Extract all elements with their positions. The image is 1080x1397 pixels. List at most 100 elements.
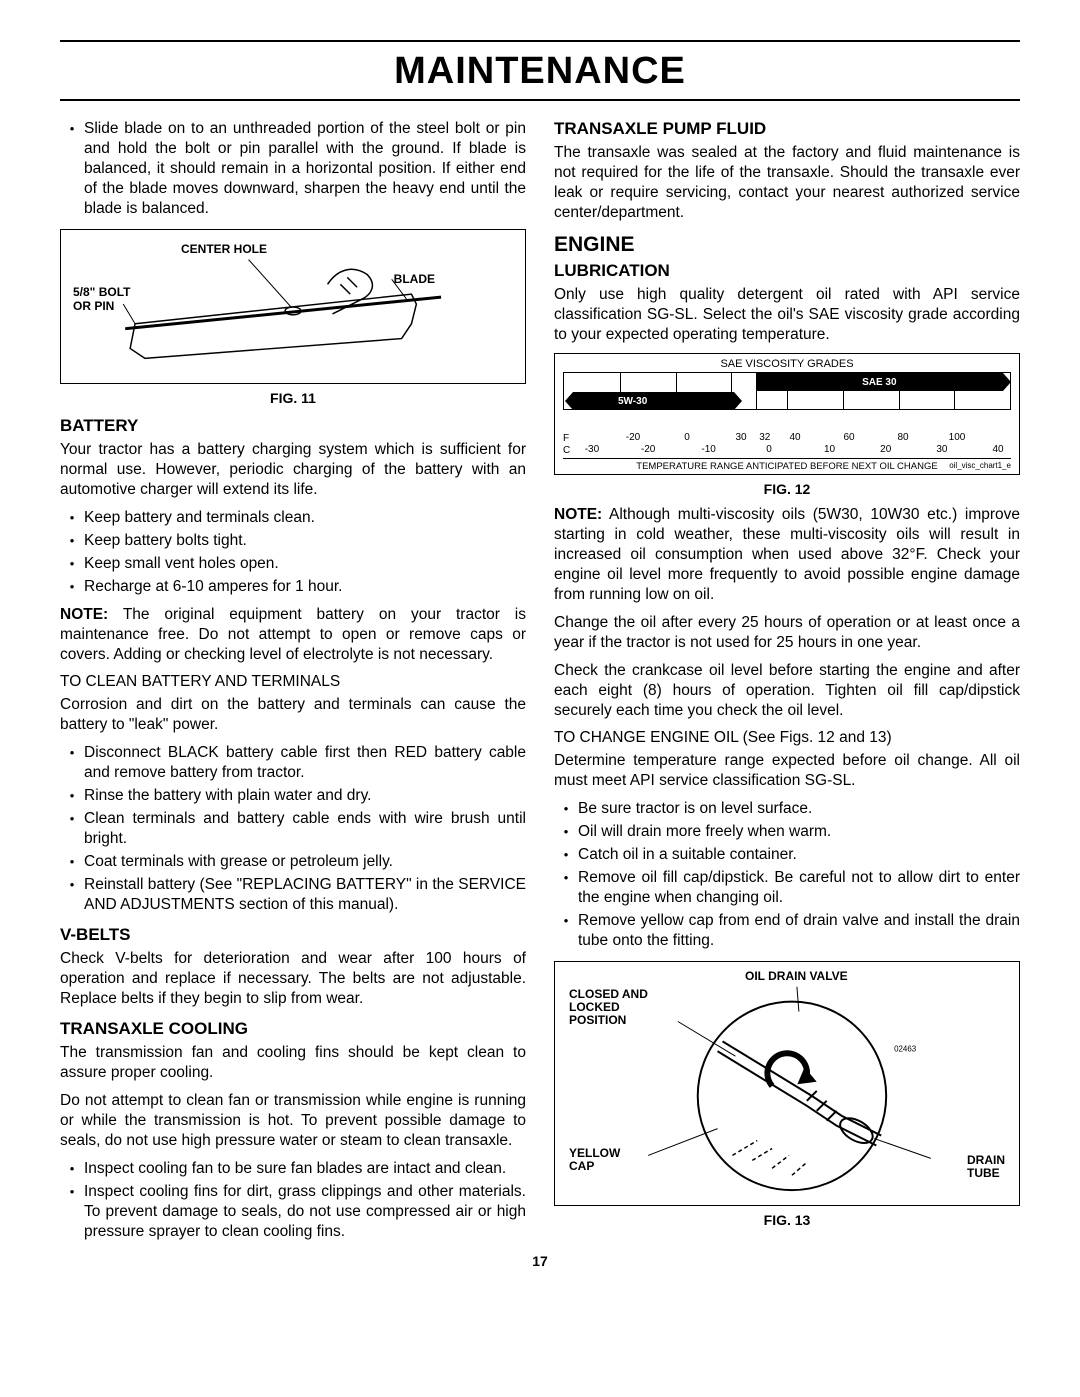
clean-b3: •Clean terminals and battery cable ends … bbox=[60, 809, 526, 849]
visc-footer-text: TEMPERATURE RANGE ANTICIPATED BEFORE NEX… bbox=[636, 461, 937, 472]
tick: 80 bbox=[897, 432, 908, 443]
content-columns: • Slide blade on to an unthreaded portio… bbox=[60, 119, 1020, 1245]
bullet-text: Coat terminals with grease or petroleum … bbox=[84, 852, 526, 872]
battery-intro: Your tractor has a battery charging syst… bbox=[60, 440, 526, 500]
label-tube: DRAIN TUBE bbox=[967, 1154, 1005, 1180]
oil-note: NOTE: Although multi-viscosity oils (5W3… bbox=[554, 505, 1020, 605]
tick: 32 bbox=[759, 432, 770, 443]
viscosity-chart-box: SAE VISCOSITY GRADES SAE 30 5W-30 bbox=[554, 353, 1020, 475]
bar-sae30: SAE 30 bbox=[756, 373, 1003, 391]
bullet-dot-icon: • bbox=[60, 508, 84, 528]
pump-para: The transaxle was sealed at the factory … bbox=[554, 143, 1020, 223]
fig13-caption: FIG. 13 bbox=[554, 1212, 1020, 1228]
tick: 0 bbox=[766, 444, 772, 455]
tick: 0 bbox=[684, 432, 690, 443]
tick: 40 bbox=[789, 432, 800, 443]
tick: 30 bbox=[735, 432, 746, 443]
cooling-b2: •Inspect cooling fins for dirt, grass cl… bbox=[60, 1182, 526, 1242]
tick: 20 bbox=[880, 444, 891, 455]
bullet-text: Oil will drain more freely when warm. bbox=[578, 822, 1020, 842]
visc-footer: TEMPERATURE RANGE ANTICIPATED BEFORE NEX… bbox=[563, 458, 1011, 472]
bullet-text: Clean terminals and battery cable ends w… bbox=[84, 809, 526, 849]
visc-chart: SAE 30 5W-30 bbox=[563, 372, 1011, 432]
oil-b4: •Remove oil fill cap/dipstick. Be carefu… bbox=[554, 868, 1020, 908]
bullet-dot-icon: • bbox=[554, 911, 578, 931]
label-yellow: YELLOW CAP bbox=[569, 1147, 620, 1173]
bullet-blade-balance: • Slide blade on to an unthreaded portio… bbox=[60, 119, 526, 219]
bullet-text: Inspect cooling fan to be sure fan blade… bbox=[84, 1159, 526, 1179]
tick: 40 bbox=[992, 444, 1003, 455]
heading-lubrication: LUBRICATION bbox=[554, 261, 1020, 281]
change-intro: Determine temperature range expected bef… bbox=[554, 751, 1020, 791]
bullet-text: Keep small vent holes open. bbox=[84, 554, 526, 574]
tick: -20 bbox=[626, 432, 640, 443]
scale-vals-f: -20 0 30 32 40 60 80 100 bbox=[579, 432, 1011, 444]
label-center-hole: CENTER HOLE bbox=[181, 242, 267, 256]
battery-note: NOTE: The original equipment battery on … bbox=[60, 605, 526, 665]
left-column: • Slide blade on to an unthreaded portio… bbox=[60, 119, 526, 1245]
label-drain-valve: OIL DRAIN VALVE bbox=[745, 970, 848, 983]
heading-clean-battery: TO CLEAN BATTERY AND TERMINALS bbox=[60, 673, 526, 691]
manual-page: MAINTENANCE • Slide blade on to an unthr… bbox=[60, 40, 1020, 1269]
bullet-dot-icon: • bbox=[554, 822, 578, 842]
battery-b1: •Keep battery and terminals clean. bbox=[60, 508, 526, 528]
bullet-dot-icon: • bbox=[60, 743, 84, 763]
heading-battery: BATTERY bbox=[60, 416, 526, 436]
oil-p1: Change the oil after every 25 hours of o… bbox=[554, 613, 1020, 653]
clean-b5: •Reinstall battery (See "REPLACING BATTE… bbox=[60, 875, 526, 915]
note-label: NOTE: bbox=[554, 506, 602, 523]
bullet-dot-icon: • bbox=[60, 1182, 84, 1202]
note-text: Although multi-viscosity oils (5W30, 10W… bbox=[554, 506, 1020, 603]
clean-b4: •Coat terminals with grease or petroleum… bbox=[60, 852, 526, 872]
bullet-text: Be sure tractor is on level surface. bbox=[578, 799, 1020, 819]
bullet-dot-icon: • bbox=[60, 531, 84, 551]
bullet-text: Remove yellow cap from end of drain valv… bbox=[578, 911, 1020, 951]
bullet-text: Remove oil fill cap/dipstick. Be careful… bbox=[578, 868, 1020, 908]
bullet-dot-icon: • bbox=[60, 554, 84, 574]
fig-num: 02463 bbox=[894, 1044, 917, 1053]
heading-engine: ENGINE bbox=[554, 233, 1020, 257]
scale-f: F -20 0 30 32 40 60 80 100 bbox=[563, 432, 1011, 444]
bullet-dot-icon: • bbox=[60, 852, 84, 872]
bullet-dot-icon: • bbox=[60, 119, 84, 139]
bullet-text: Catch oil in a suitable container. bbox=[578, 845, 1020, 865]
fig11-caption: FIG. 11 bbox=[60, 390, 526, 406]
bullet-text: Keep battery and terminals clean. bbox=[84, 508, 526, 528]
tick: 100 bbox=[949, 432, 966, 443]
figure-13-box: 02463 OIL DRAIN VALVE CLOSED AND LOCKED … bbox=[554, 961, 1020, 1206]
bullet-text: Recharge at 6-10 amperes for 1 hour. bbox=[84, 577, 526, 597]
oil-b3: •Catch oil in a suitable container. bbox=[554, 845, 1020, 865]
note-label: NOTE: bbox=[60, 606, 108, 623]
scale-label-c: C bbox=[563, 445, 579, 456]
tick: 10 bbox=[824, 444, 835, 455]
bullet-text: Inspect cooling fins for dirt, grass cli… bbox=[84, 1182, 526, 1242]
battery-b2: •Keep battery bolts tight. bbox=[60, 531, 526, 551]
bullet-text: Rinse the battery with plain water and d… bbox=[84, 786, 526, 806]
visc-title: SAE VISCOSITY GRADES bbox=[555, 358, 1019, 370]
bar-5w30: 5W-30 bbox=[573, 392, 734, 410]
oil-p2: Check the crankcase oil level before sta… bbox=[554, 661, 1020, 721]
note-text: The original equipment battery on your t… bbox=[60, 606, 526, 663]
lub-para: Only use high quality detergent oil rate… bbox=[554, 285, 1020, 345]
label-bolt: 5/8" BOLT OR PIN bbox=[73, 285, 130, 313]
bullet-dot-icon: • bbox=[60, 1159, 84, 1179]
bullet-dot-icon: • bbox=[554, 845, 578, 865]
heading-vbelts: V-BELTS bbox=[60, 925, 526, 945]
bar-label: 5W-30 bbox=[618, 396, 647, 407]
blade-diagram bbox=[61, 230, 525, 383]
scale-c: C -30 -20 -10 0 10 20 30 40 bbox=[563, 444, 1011, 456]
bullet-dot-icon: • bbox=[554, 799, 578, 819]
battery-b4: •Recharge at 6-10 amperes for 1 hour. bbox=[60, 577, 526, 597]
bullet-dot-icon: • bbox=[60, 786, 84, 806]
clean-b2: •Rinse the battery with plain water and … bbox=[60, 786, 526, 806]
battery-b3: •Keep small vent holes open. bbox=[60, 554, 526, 574]
oil-b5: •Remove yellow cap from end of drain val… bbox=[554, 911, 1020, 951]
bullet-text: Slide blade on to an unthreaded portion … bbox=[84, 119, 526, 219]
heading-change-oil: TO CHANGE ENGINE OIL (See Figs. 12 and 1… bbox=[554, 729, 1020, 747]
tick: -20 bbox=[641, 444, 655, 455]
tick: 30 bbox=[936, 444, 947, 455]
heading-pump: TRANSAXLE PUMP FLUID bbox=[554, 119, 1020, 139]
page-title: MAINTENANCE bbox=[60, 42, 1020, 101]
tick: 60 bbox=[843, 432, 854, 443]
bullet-text: Keep battery bolts tight. bbox=[84, 531, 526, 551]
